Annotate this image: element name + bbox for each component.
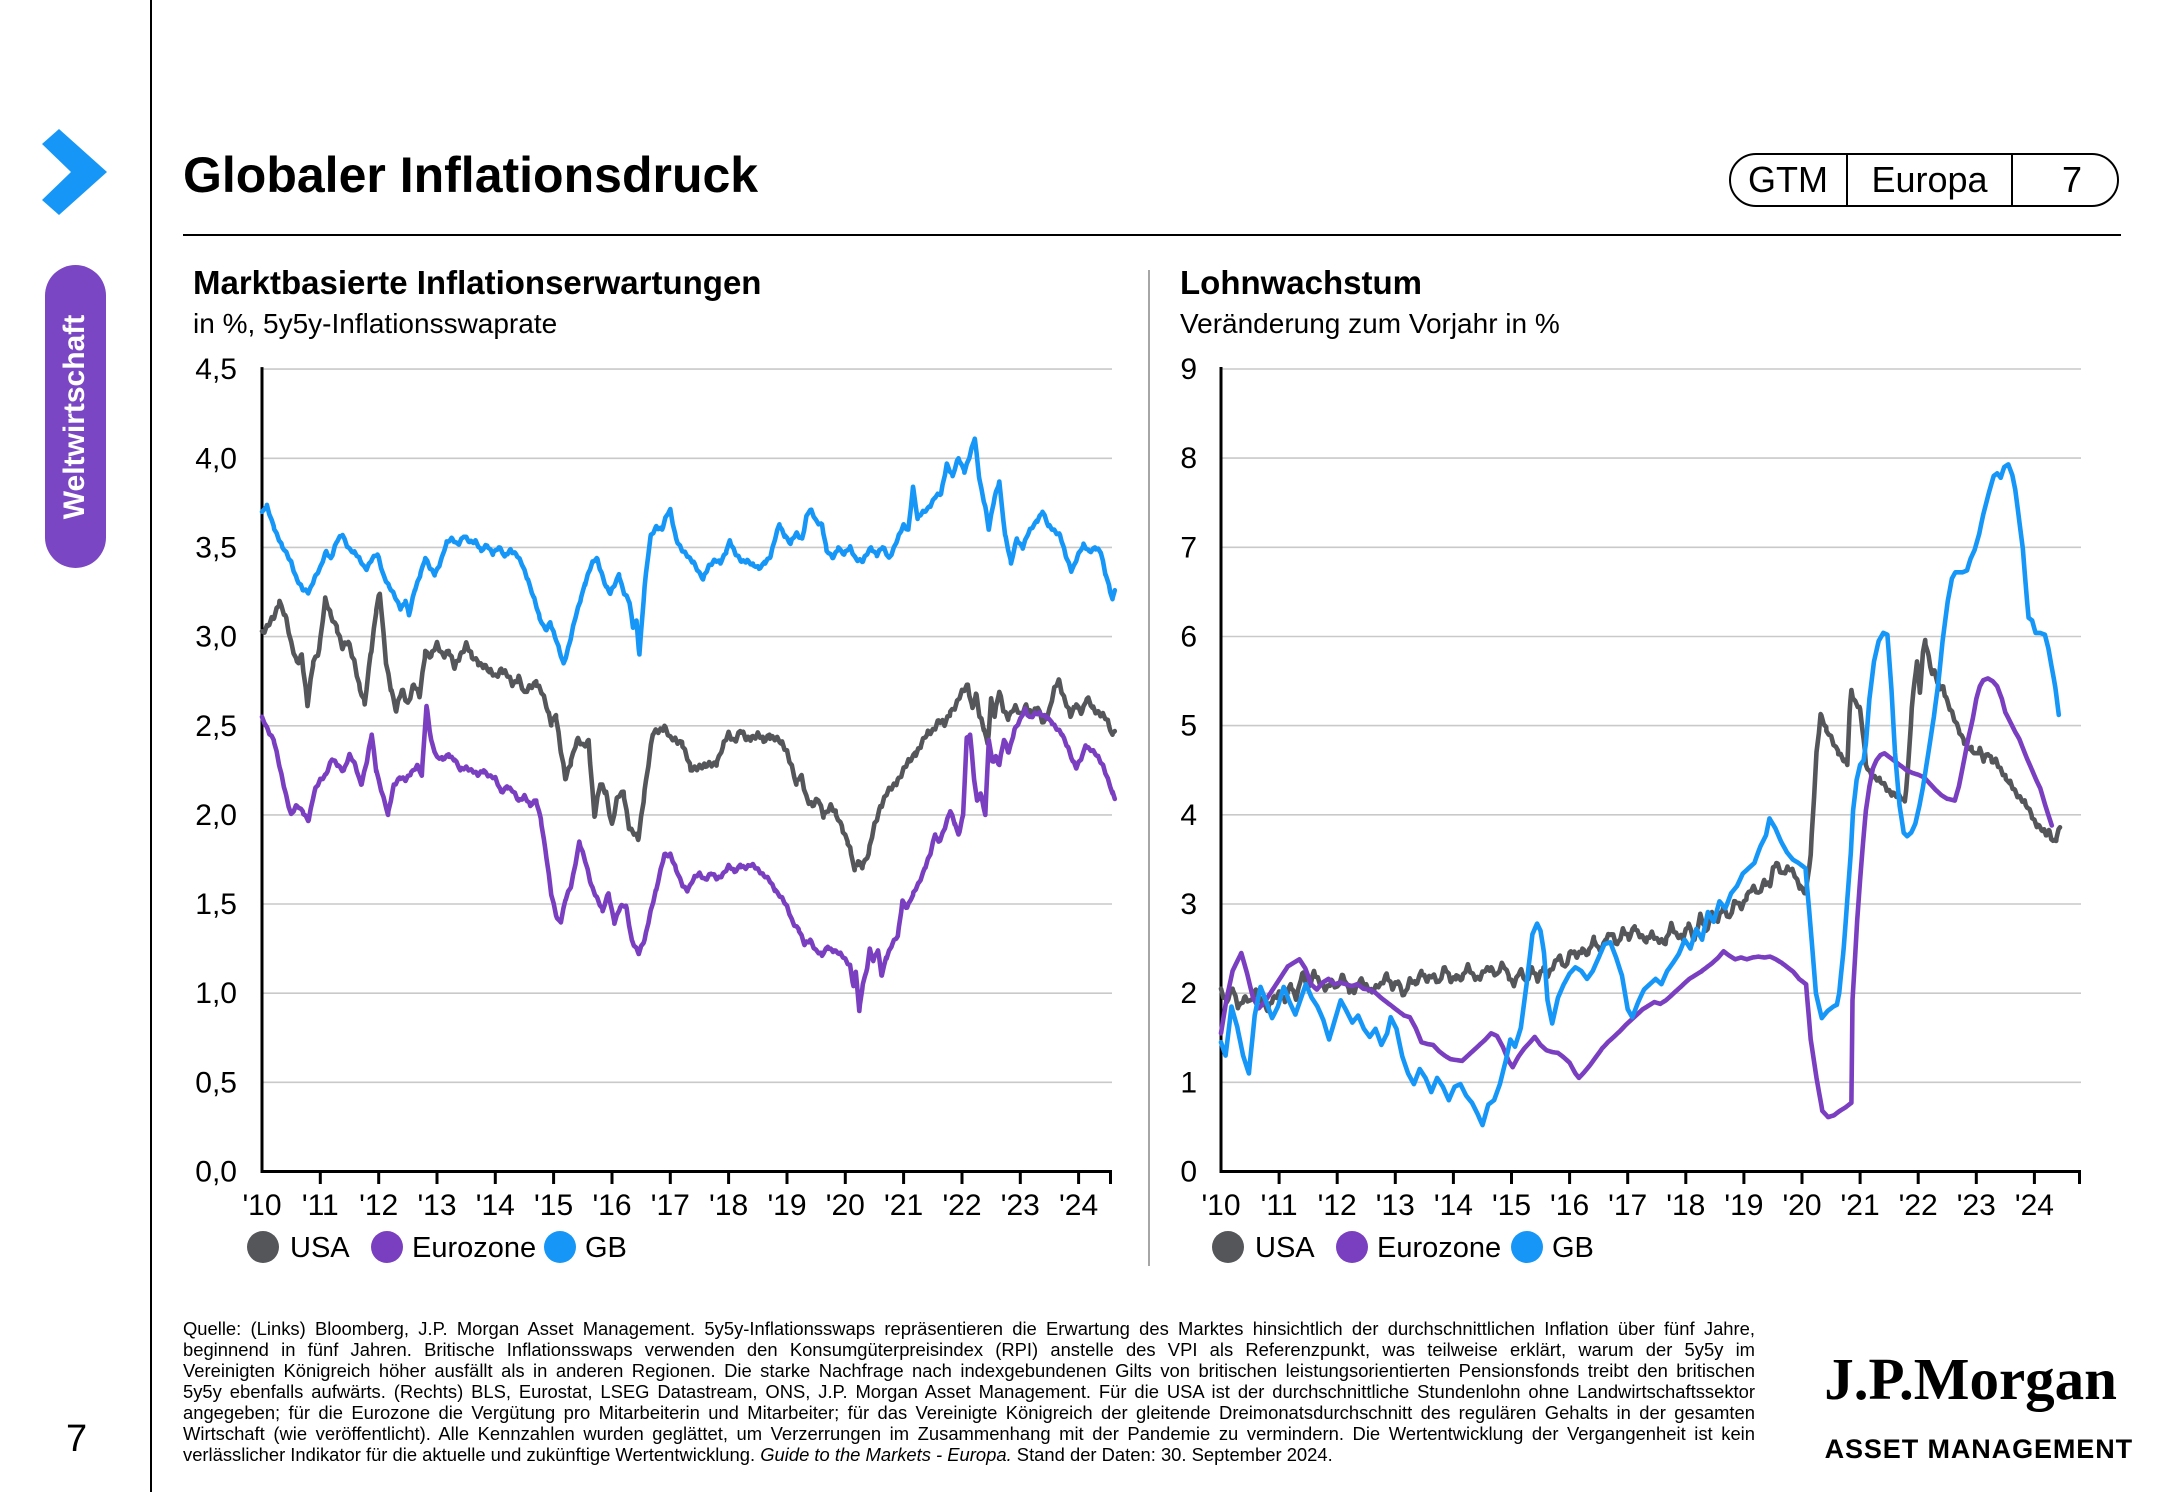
svg-text:'13: '13 bbox=[417, 1189, 456, 1222]
svg-text:4,0: 4,0 bbox=[195, 442, 237, 475]
svg-text:3,5: 3,5 bbox=[195, 531, 237, 564]
svg-text:Eurozone: Eurozone bbox=[412, 1232, 536, 1264]
svg-text:'11: '11 bbox=[302, 1189, 339, 1222]
svg-text:'13: '13 bbox=[1376, 1189, 1415, 1222]
svg-text:'12: '12 bbox=[1318, 1189, 1357, 1222]
svg-text:4: 4 bbox=[1180, 799, 1197, 832]
svg-text:'12: '12 bbox=[359, 1189, 398, 1222]
svg-text:2,5: 2,5 bbox=[195, 710, 237, 743]
svg-text:'15: '15 bbox=[534, 1189, 573, 1222]
svg-text:'17: '17 bbox=[1608, 1189, 1647, 1222]
svg-text:3,0: 3,0 bbox=[195, 621, 237, 654]
svg-text:1: 1 bbox=[1180, 1066, 1197, 1099]
svg-text:USA: USA bbox=[290, 1232, 350, 1264]
svg-text:'19: '19 bbox=[767, 1189, 806, 1222]
svg-text:'21: '21 bbox=[884, 1189, 923, 1222]
svg-text:'19: '19 bbox=[1724, 1189, 1763, 1222]
svg-text:8: 8 bbox=[1180, 442, 1197, 475]
svg-text:0,0: 0,0 bbox=[195, 1156, 237, 1189]
svg-text:0: 0 bbox=[1180, 1156, 1197, 1189]
svg-text:1,5: 1,5 bbox=[195, 888, 237, 921]
svg-text:9: 9 bbox=[1180, 353, 1197, 386]
svg-text:'16: '16 bbox=[1550, 1189, 1589, 1222]
svg-text:'18: '18 bbox=[709, 1189, 748, 1222]
svg-text:'22: '22 bbox=[1899, 1189, 1938, 1222]
svg-text:'18: '18 bbox=[1666, 1189, 1705, 1222]
svg-text:Eurozone: Eurozone bbox=[1377, 1232, 1501, 1264]
svg-text:'10: '10 bbox=[242, 1189, 281, 1222]
svg-text:'14: '14 bbox=[476, 1189, 515, 1222]
svg-text:'15: '15 bbox=[1492, 1189, 1531, 1222]
svg-text:4,5: 4,5 bbox=[195, 353, 237, 386]
svg-text:'14: '14 bbox=[1434, 1189, 1473, 1222]
svg-text:'24: '24 bbox=[1059, 1189, 1098, 1222]
svg-text:'22: '22 bbox=[942, 1189, 981, 1222]
svg-text:'17: '17 bbox=[651, 1189, 690, 1222]
svg-text:GB: GB bbox=[585, 1232, 627, 1264]
svg-text:7: 7 bbox=[1180, 531, 1197, 564]
svg-text:USA: USA bbox=[1255, 1232, 1315, 1264]
svg-text:'23: '23 bbox=[1001, 1189, 1040, 1222]
svg-text:'11: '11 bbox=[1261, 1189, 1298, 1222]
svg-text:GB: GB bbox=[1552, 1232, 1594, 1264]
svg-text:1,0: 1,0 bbox=[195, 977, 237, 1010]
svg-text:'10: '10 bbox=[1201, 1189, 1240, 1222]
svg-text:5: 5 bbox=[1180, 710, 1197, 743]
svg-text:0,5: 0,5 bbox=[195, 1066, 237, 1099]
svg-text:'16: '16 bbox=[592, 1189, 631, 1222]
svg-text:2: 2 bbox=[1180, 977, 1197, 1010]
svg-text:'20: '20 bbox=[1782, 1189, 1821, 1222]
svg-text:'20: '20 bbox=[826, 1189, 865, 1222]
svg-text:6: 6 bbox=[1180, 621, 1197, 654]
svg-text:'21: '21 bbox=[1841, 1189, 1880, 1222]
svg-text:2,0: 2,0 bbox=[195, 799, 237, 832]
svg-text:3: 3 bbox=[1180, 888, 1197, 921]
svg-text:'24: '24 bbox=[2015, 1189, 2054, 1222]
svg-text:'23: '23 bbox=[1957, 1189, 1996, 1222]
